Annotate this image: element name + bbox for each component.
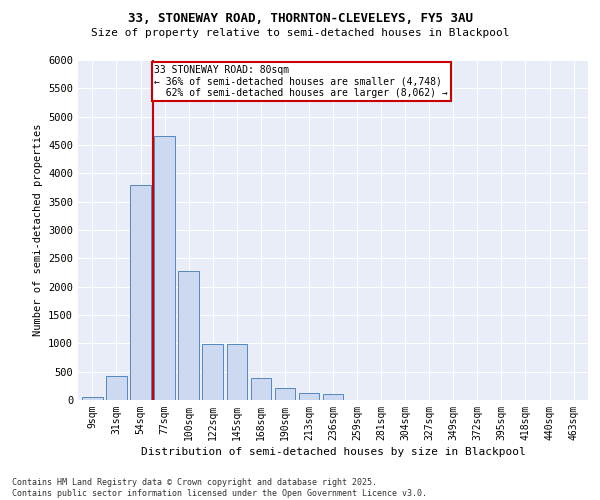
Bar bbox=[130, 184, 151, 400]
Bar bbox=[106, 376, 127, 400]
Bar bbox=[299, 393, 319, 400]
Bar bbox=[227, 344, 247, 400]
Bar bbox=[323, 394, 343, 400]
Y-axis label: Number of semi-detached properties: Number of semi-detached properties bbox=[32, 124, 43, 336]
Text: 33 STONEWAY ROAD: 80sqm
← 36% of semi-detached houses are smaller (4,748)
  62% : 33 STONEWAY ROAD: 80sqm ← 36% of semi-de… bbox=[155, 64, 448, 98]
Bar bbox=[275, 388, 295, 400]
Bar bbox=[202, 344, 223, 400]
Bar bbox=[251, 378, 271, 400]
Text: 33, STONEWAY ROAD, THORNTON-CLEVELEYS, FY5 3AU: 33, STONEWAY ROAD, THORNTON-CLEVELEYS, F… bbox=[128, 12, 473, 26]
Bar bbox=[178, 271, 199, 400]
Text: Contains HM Land Registry data © Crown copyright and database right 2025.
Contai: Contains HM Land Registry data © Crown c… bbox=[12, 478, 427, 498]
Bar bbox=[154, 136, 175, 400]
Bar bbox=[82, 397, 103, 400]
Text: Size of property relative to semi-detached houses in Blackpool: Size of property relative to semi-detach… bbox=[91, 28, 509, 38]
X-axis label: Distribution of semi-detached houses by size in Blackpool: Distribution of semi-detached houses by … bbox=[140, 447, 526, 457]
